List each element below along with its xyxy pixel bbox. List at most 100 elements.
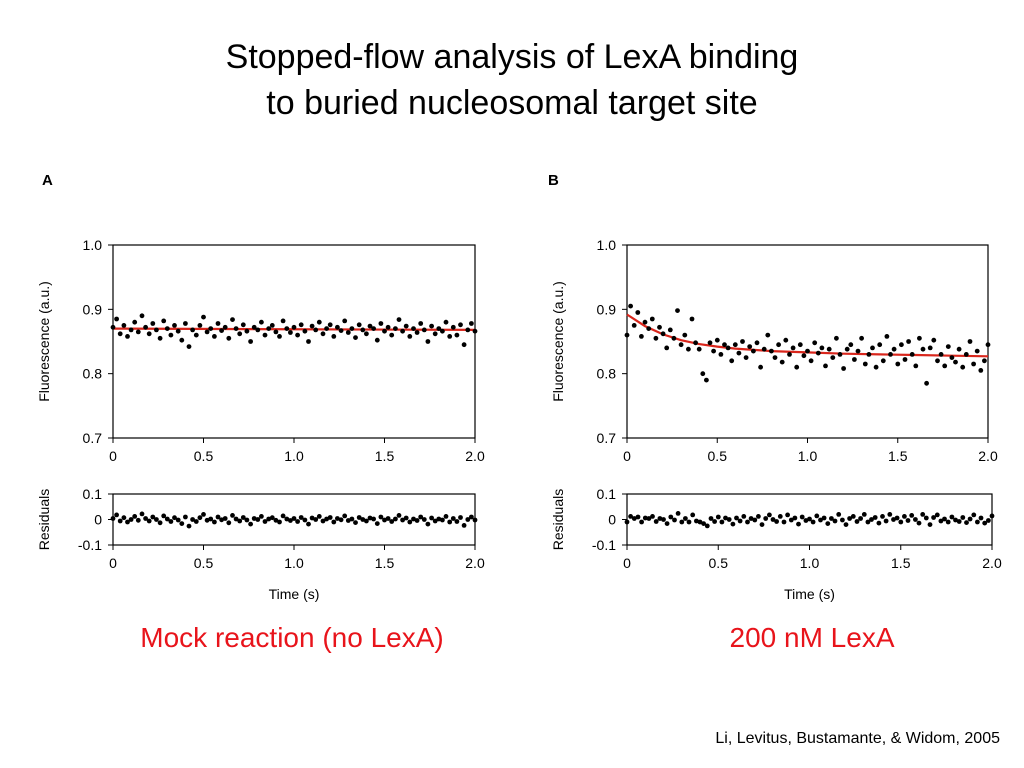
data-point: [899, 342, 904, 348]
data-point: [331, 519, 337, 525]
x-tick-label: 0: [109, 448, 117, 464]
data-point: [400, 328, 405, 334]
data-point: [262, 519, 268, 524]
data-point: [690, 512, 696, 518]
data-point: [978, 368, 984, 373]
data-point: [469, 321, 474, 326]
data-point: [758, 364, 763, 370]
data-point: [393, 516, 398, 522]
x-tick-label: 2.0: [465, 555, 485, 571]
data-point: [938, 518, 944, 524]
data-point: [222, 324, 228, 330]
y-tick-label: 0.8: [597, 366, 617, 382]
data-point: [729, 358, 735, 364]
data-point: [861, 512, 867, 517]
data-point: [956, 346, 962, 352]
data-point: [255, 327, 261, 333]
data-point: [273, 517, 279, 523]
y-tick-label: 0.1: [83, 486, 103, 502]
data-point: [796, 521, 801, 527]
data-point: [945, 519, 951, 525]
data-point: [982, 358, 987, 364]
data-point: [331, 334, 337, 339]
data-point: [277, 519, 282, 525]
data-point: [960, 364, 966, 370]
data-point: [808, 358, 814, 364]
data-point: [635, 514, 641, 520]
data-point: [830, 355, 836, 360]
data-point: [251, 324, 257, 330]
data-point: [164, 516, 170, 522]
data-point: [810, 519, 816, 525]
data-point: [172, 515, 177, 521]
data-point: [837, 352, 843, 357]
data-point: [313, 517, 319, 522]
data-point: [201, 314, 206, 320]
data-point: [927, 522, 933, 527]
data-point: [298, 515, 304, 520]
data-point: [440, 517, 445, 523]
data-point: [280, 513, 286, 519]
data-point: [707, 340, 713, 346]
data-point: [873, 364, 879, 370]
data-point: [852, 357, 857, 362]
data-point: [935, 358, 940, 364]
data-point: [143, 324, 149, 330]
y-tick-label: 0: [608, 512, 616, 528]
data-point: [244, 517, 250, 523]
data-point: [765, 332, 771, 338]
data-point: [143, 516, 149, 521]
x-tick-label: 1.0: [284, 555, 304, 571]
data-point: [675, 511, 681, 516]
data-point: [678, 342, 684, 348]
data-point: [715, 514, 721, 520]
data-point: [844, 346, 850, 352]
data-point: [646, 516, 652, 521]
data-point: [414, 330, 420, 335]
data-point: [161, 318, 167, 324]
x-tick-label: 1.5: [888, 448, 908, 464]
data-point: [689, 316, 695, 322]
data-point: [814, 513, 820, 519]
data-point: [823, 363, 828, 369]
data-point: [469, 514, 474, 520]
data-point: [982, 520, 988, 526]
data-point: [353, 335, 358, 340]
data-point: [697, 519, 703, 525]
data-point: [657, 324, 662, 330]
data-point: [201, 512, 206, 517]
data-point: [266, 516, 272, 522]
data-point: [841, 366, 846, 371]
x-tick-label: 0.5: [708, 448, 728, 464]
data-point: [374, 337, 380, 343]
data-point: [132, 319, 138, 325]
data-point: [284, 516, 290, 522]
data-point: [288, 330, 293, 335]
data-point: [772, 355, 778, 360]
data-point: [891, 517, 896, 522]
data-point: [989, 513, 995, 519]
data-point: [425, 339, 431, 344]
data-point: [869, 517, 874, 522]
data-point: [985, 342, 991, 348]
data-point: [450, 516, 456, 521]
data-point: [682, 332, 688, 338]
data-point: [226, 335, 232, 341]
title-line-1: Stopped-flow analysis of LexA binding: [225, 38, 799, 76]
data-point: [960, 515, 966, 520]
data-point: [443, 514, 449, 519]
data-point: [650, 514, 655, 519]
data-point: [197, 323, 203, 328]
data-point: [725, 345, 731, 351]
data-point: [240, 322, 246, 328]
data-point: [906, 339, 911, 344]
data-point: [396, 317, 402, 322]
data-point: [378, 321, 384, 326]
data-point: [787, 352, 792, 357]
data-point: [454, 519, 460, 524]
data-point: [443, 319, 449, 325]
data-point: [472, 328, 478, 334]
data-point: [316, 319, 322, 325]
data-point: [146, 518, 152, 524]
data-point: [338, 517, 344, 523]
